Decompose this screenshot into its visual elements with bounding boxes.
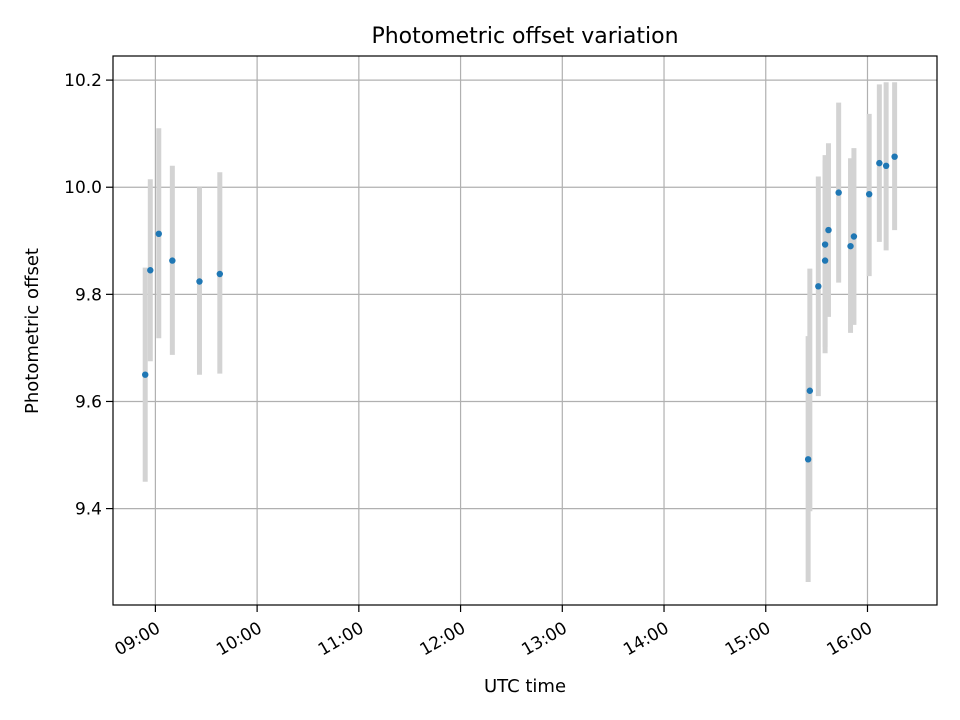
data-point — [142, 371, 149, 378]
data-point — [865, 190, 873, 198]
data-point — [815, 283, 822, 290]
y-tick-label: 10.2 — [64, 71, 102, 91]
data-point — [876, 159, 883, 167]
chart-title: Photometric offset variation — [371, 24, 678, 49]
y-axis-label: Photometric offset — [22, 248, 43, 414]
data-point — [169, 257, 176, 264]
plot-frame — [112, 55, 938, 606]
data-point — [806, 387, 814, 394]
data-points — [142, 153, 898, 463]
data-point — [847, 242, 854, 250]
data-point — [804, 456, 812, 463]
data-point — [850, 233, 858, 240]
data-point — [821, 241, 829, 248]
y-tick-label: 10.0 — [64, 178, 102, 198]
x-axis-label: UTC time — [484, 676, 566, 697]
data-point — [821, 257, 829, 264]
data-point — [891, 153, 898, 160]
data-point — [196, 278, 203, 285]
data-point — [216, 270, 224, 278]
data-point — [825, 226, 832, 234]
data-point — [882, 162, 890, 169]
y-tick-label: 9.6 — [75, 392, 102, 412]
data-point — [147, 267, 154, 274]
y-tick-label: 9.4 — [75, 500, 102, 520]
y-tick-label: 9.8 — [75, 285, 102, 305]
data-point — [835, 189, 842, 196]
data-point — [155, 230, 162, 238]
